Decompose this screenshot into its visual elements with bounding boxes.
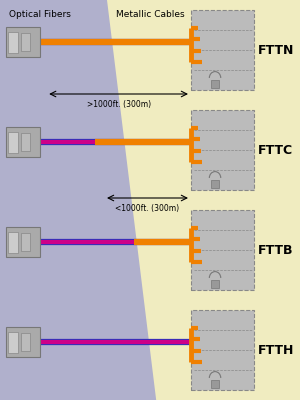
Text: <1000ft. (300m): <1000ft. (300m)	[116, 204, 180, 213]
Bar	[6, 227, 41, 257]
Bar	[191, 310, 254, 390]
Bar	[191, 10, 254, 90]
Polygon shape	[0, 0, 156, 400]
Bar	[6, 327, 41, 357]
Bar	[6, 127, 41, 157]
Bar	[191, 110, 254, 190]
Bar	[211, 280, 219, 288]
Text: FTTC: FTTC	[257, 144, 292, 156]
Text: Metallic Cables: Metallic Cables	[116, 10, 184, 19]
Bar	[21, 133, 30, 151]
Bar	[8, 132, 18, 152]
Bar	[211, 180, 219, 188]
Bar	[6, 27, 41, 57]
Bar	[211, 380, 219, 388]
Bar	[21, 333, 30, 351]
Bar	[8, 332, 18, 352]
Bar	[8, 232, 18, 252]
Bar	[21, 33, 30, 51]
Text: >1000ft. (300m): >1000ft. (300m)	[86, 100, 151, 109]
Bar	[191, 210, 254, 290]
Text: Optical Fibers: Optical Fibers	[9, 10, 70, 19]
Text: FTTN: FTTN	[257, 44, 294, 56]
Bar	[8, 32, 18, 52]
Text: FTTH: FTTH	[257, 344, 294, 356]
Bar	[21, 233, 30, 251]
Text: FTTB: FTTB	[257, 244, 293, 256]
Bar	[211, 80, 219, 88]
